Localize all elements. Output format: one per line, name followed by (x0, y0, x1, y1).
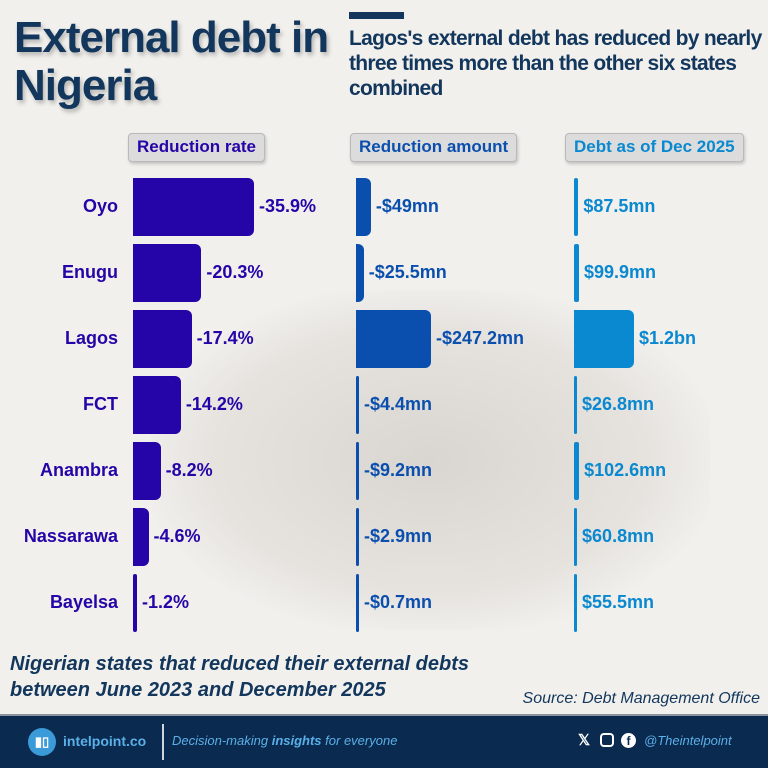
state-label: FCT (83, 394, 118, 414)
debt-value-label: $1.2bn (639, 328, 697, 348)
debt-bar (574, 310, 634, 368)
debt-bar (574, 574, 577, 632)
source: Source: Debt Management Office (522, 690, 760, 707)
rate-bar (133, 376, 181, 434)
state-label: Enugu (62, 262, 118, 282)
tagline-bold: insights (271, 733, 322, 748)
state-label: Lagos (64, 328, 118, 348)
state-label: Oyo (82, 196, 118, 216)
rate-bar (133, 178, 254, 236)
header-debt: Debt as of Dec 2025 (565, 133, 744, 162)
amount-bar (356, 442, 359, 500)
amount-value-label: -$2.9mn (364, 526, 433, 546)
rate-value-label: -35.9% (259, 196, 317, 216)
rate-bar (133, 508, 149, 566)
rate-value-label: -17.4% (196, 328, 254, 348)
amount-value-label: -$25.5mn (368, 262, 447, 282)
amount-bar (356, 508, 359, 566)
tagline: Decision-making insights for everyone (172, 733, 397, 748)
facebook-icon[interactable]: f (621, 733, 636, 748)
header-reduction-rate: Reduction rate (128, 133, 266, 162)
debt-bar (574, 376, 577, 434)
debt-bar (574, 442, 580, 500)
rate-value-label: -4.6% (153, 526, 201, 546)
rate-value-label: -14.2% (185, 394, 243, 414)
debt-value-label: $99.9mn (583, 262, 657, 282)
page-title: External debt in Nigeria (14, 13, 329, 110)
social-handle[interactable]: @Theintelpoint (644, 733, 732, 748)
state-label: Anambra (39, 460, 118, 480)
amount-bar (356, 376, 359, 434)
header-reduction-amount: Reduction amount (350, 133, 518, 162)
debt-value-label: $60.8mn (582, 526, 655, 546)
amount-value-label: -$0.7mn (364, 592, 433, 612)
state-label: Bayelsa (49, 592, 118, 612)
debt-value-label: $55.5mn (582, 592, 655, 612)
debt-bar (574, 178, 579, 236)
site-link[interactable]: intelpoint.co (63, 733, 147, 749)
debt-bar (574, 508, 578, 566)
accent-bar (349, 12, 404, 19)
amount-value-label: -$9.2mn (364, 460, 433, 480)
tagline-pre: Decision-making (172, 733, 272, 748)
x-icon[interactable]: 𝕏 (578, 732, 591, 749)
debt-value-label: $87.5mn (583, 196, 656, 216)
rate-value-label: -20.3% (206, 262, 264, 282)
divider (162, 724, 164, 760)
state-label: Nassarawa (23, 526, 118, 546)
rate-value-label: -8.2% (165, 460, 213, 480)
debt-value-label: $102.6mn (584, 460, 667, 480)
amount-bar (356, 178, 371, 236)
amount-value-label: -$247.2mn (436, 328, 525, 348)
rate-bar (133, 310, 192, 368)
rate-value-label: -1.2% (142, 592, 190, 612)
amount-bar (356, 310, 431, 368)
footer: ▮▯ intelpoint.co Decision-making insight… (0, 714, 768, 768)
rate-bar (133, 244, 202, 302)
intelpoint-logo-icon: ▮▯ (28, 728, 56, 756)
amount-bar (356, 574, 359, 632)
amount-bar (356, 244, 364, 302)
subtitle: Lagos's external debt has reduced by nea… (349, 27, 762, 100)
amount-value-label: -$49mn (375, 196, 439, 216)
chart-note: Nigerian states that reduced their exter… (10, 653, 470, 701)
instagram-icon[interactable] (600, 733, 614, 747)
amount-value-label: -$4.4mn (364, 394, 433, 414)
tagline-post: for everyone (321, 733, 398, 748)
rate-bar (133, 574, 138, 632)
debt-bar (574, 244, 579, 302)
rate-bar (133, 442, 161, 500)
debt-value-label: $26.8mn (582, 394, 655, 414)
